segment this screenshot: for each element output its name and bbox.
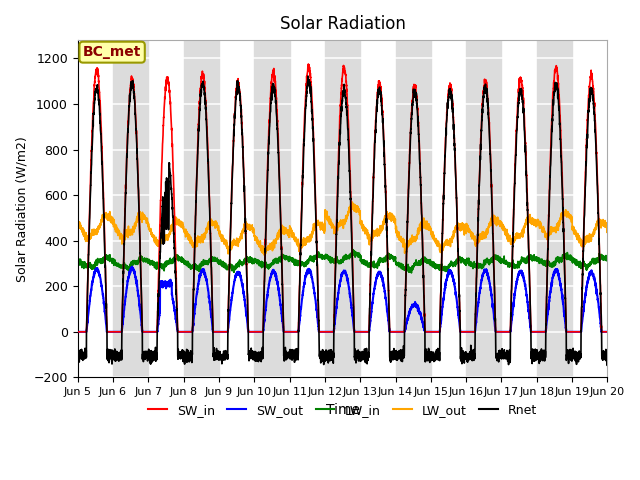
SW_out — [128, 264, 136, 270]
SW_out — [492, 327, 499, 333]
SW_out — [169, 299, 177, 305]
SW_out — [603, 329, 611, 335]
SW_out — [103, 329, 111, 335]
Rnet — [603, 349, 611, 355]
SW_in — [74, 329, 81, 335]
SW_in — [432, 329, 440, 335]
Bar — [466, 40, 502, 377]
SW_in — [461, 329, 469, 335]
LW_in — [432, 264, 440, 269]
LW_in — [604, 254, 611, 260]
LW_out — [461, 225, 469, 230]
LW_in — [323, 254, 330, 260]
Line: SW_out: SW_out — [77, 267, 607, 332]
Rnet — [604, 362, 611, 368]
SW_out — [323, 329, 331, 335]
X-axis label: Time: Time — [326, 403, 360, 417]
LW_out — [603, 229, 611, 235]
Bar — [537, 40, 572, 377]
LW_out — [604, 225, 611, 230]
LW_in — [74, 260, 81, 265]
Bar — [396, 40, 431, 377]
LW_in — [492, 254, 499, 260]
Rnet — [323, 349, 330, 355]
Bar — [254, 40, 289, 377]
Bar — [113, 40, 148, 377]
SW_in — [603, 329, 611, 335]
LW_out — [348, 199, 356, 205]
Rnet — [432, 352, 440, 358]
Title: Solar Radiation: Solar Radiation — [280, 15, 406, 33]
Bar — [184, 40, 219, 377]
LW_in — [169, 256, 177, 262]
SW_in — [169, 158, 177, 164]
SW_in — [305, 61, 312, 67]
Rnet — [169, 214, 177, 220]
Line: LW_out: LW_out — [77, 202, 607, 255]
Rnet — [304, 73, 312, 79]
LW_out — [432, 239, 440, 244]
SW_out — [74, 329, 81, 335]
SW_out — [604, 329, 611, 335]
Y-axis label: Solar Radiation (W/m2): Solar Radiation (W/m2) — [15, 136, 28, 282]
SW_out — [432, 329, 440, 335]
Rnet — [492, 318, 499, 324]
LW_in — [408, 270, 415, 276]
SW_in — [323, 329, 330, 335]
LW_in — [603, 256, 611, 262]
SW_in — [492, 317, 499, 323]
Rnet — [461, 352, 469, 358]
LW_out — [492, 214, 499, 220]
LW_out — [169, 221, 177, 227]
SW_in — [604, 329, 611, 335]
Rnet — [604, 351, 611, 357]
Legend: SW_in, SW_out, LW_in, LW_out, Rnet: SW_in, SW_out, LW_in, LW_out, Rnet — [143, 399, 542, 422]
LW_in — [461, 260, 469, 265]
SW_out — [461, 329, 469, 335]
Text: BC_met: BC_met — [83, 45, 141, 59]
Bar — [325, 40, 360, 377]
LW_out — [74, 220, 81, 226]
Line: LW_in: LW_in — [77, 250, 607, 273]
Line: SW_in: SW_in — [77, 64, 607, 332]
LW_out — [261, 252, 269, 258]
LW_out — [323, 213, 330, 219]
LW_in — [349, 247, 356, 252]
Rnet — [74, 349, 81, 355]
Line: Rnet: Rnet — [77, 76, 607, 365]
